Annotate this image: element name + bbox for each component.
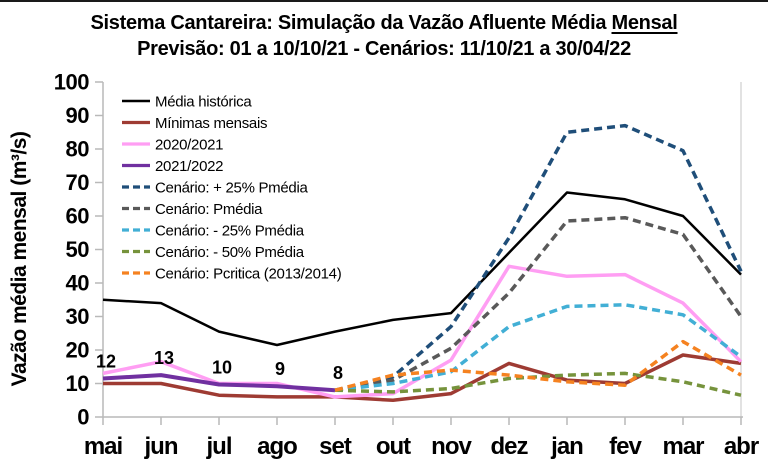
chart-title: Sistema Cantareira: Simulação da Vazão A… [0,12,768,35]
x-tick-label-mai: mai [84,433,122,460]
x-tick-label-dez: dez [490,433,528,460]
data-label-2021-2022-set: 8 [333,363,343,383]
series-cenario-pmedia [334,215,743,392]
series-cenario-p25 [334,123,743,392]
legend-label-cenario-pmedia: Cenário: Pmédia [155,201,263,218]
legend-label-cenario-m50: Cenário: - 50% Pmédia [155,244,305,261]
y-tick-label: 30 [66,304,90,329]
chart-subtitle: Previsão: 01 a 10/10/21 - Cenários: 11/1… [137,38,631,60]
y-tick-label: 90 [66,103,90,128]
series-media-historica [102,191,742,347]
legend-label-minimas-mensais: Mínimas mensais [155,115,267,132]
y-tick-label: 20 [66,338,90,363]
y-tick-label: 60 [66,204,90,229]
data-label-2021-2022-mai: 12 [96,351,116,371]
legend-label-cenario-pcritica: Cenário: Pcritica (2013/2014) [155,266,342,283]
chart-title-main: Sistema Cantareira: Simulação da Vazão A… [90,12,612,34]
data-label-2021-2022-jul: 10 [212,358,232,378]
legend-label-cenario-p25: Cenário: + 25% Pmédia [155,180,308,197]
data-label-2021-2022-ago: 9 [275,359,285,379]
y-tick-label: 70 [66,170,90,195]
y-tick-label: 80 [66,137,90,162]
legend-label-cenario-m25: Cenário: - 25% Pmédia [155,223,305,240]
x-tick-label-nov: nov [431,433,472,460]
series-2021-2022 [102,373,336,393]
chart-top-border [0,0,768,2]
x-tick-label-fev: fev [609,433,642,460]
y-tick-label: 100 [54,70,89,95]
x-tick-label-jul: jul [206,433,232,460]
legend: Média histórica Mínimas mensais 2020/2021 2… [122,94,342,283]
x-tick-label-ago: ago [257,433,297,460]
legend-label-2020-2021: 2020/2021 [155,137,223,154]
series-2020-2021 [102,264,743,399]
x-tick-label-jun: jun [144,433,178,460]
legend-label-media-historica: Média histórica [155,94,252,111]
legend-label-2021-2022: 2021/2022 [155,158,223,175]
x-tick-label-set: set [319,433,352,460]
y-tick-label: 40 [66,271,90,296]
x-tick-label-mar: mar [662,433,704,460]
y-tick-label: 50 [66,237,90,262]
series-cenario-m50 [334,371,742,397]
x-tick-label-out: out [376,433,411,460]
chart-title-underlined: Mensal [611,12,678,34]
x-tick-label-abr: abr [724,433,759,460]
series-cenario-pcritica [334,339,742,392]
data-label-2021-2022-jun: 13 [154,348,174,368]
y-tick-label: 0 [77,405,89,430]
y-tick-label: 10 [66,371,90,396]
series-cenario-m25 [334,303,743,392]
x-tick-label-jan: jan [550,433,583,460]
